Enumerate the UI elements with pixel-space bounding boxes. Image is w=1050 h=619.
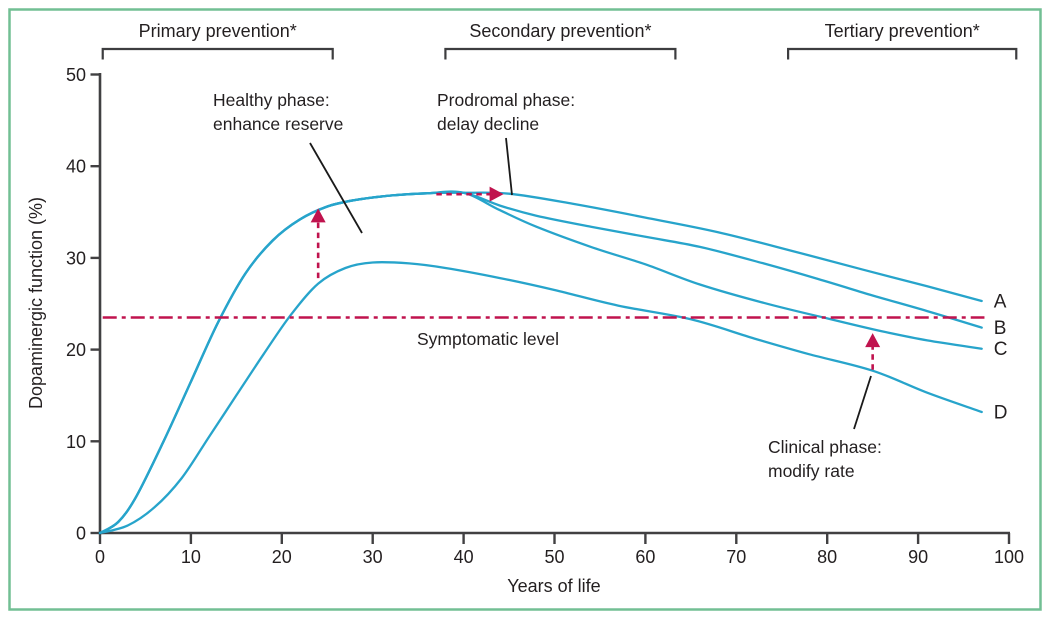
bracket-primary-prevention bbox=[101, 47, 334, 60]
x-axis-title: Years of life bbox=[507, 576, 600, 596]
annotation-healthy-phase-line1: Healthy phase: bbox=[213, 90, 330, 110]
x-tick-label: 50 bbox=[544, 547, 564, 567]
x-tick-label: 70 bbox=[726, 547, 746, 567]
annotation-pointer-healthy-phase bbox=[309, 142, 363, 234]
y-tick-label: 30 bbox=[66, 248, 86, 268]
annotation-healthy-phase-line2: enhance reserve bbox=[213, 114, 343, 134]
annotation-pointer-prodromal-phase bbox=[505, 137, 513, 196]
curve-label-A: A bbox=[994, 291, 1007, 312]
y-axis-title: Dopaminergic function (%) bbox=[26, 197, 46, 409]
x-tick-label: 20 bbox=[272, 547, 292, 567]
y-tick-label: 0 bbox=[76, 524, 86, 544]
curve-label-B: B bbox=[994, 318, 1007, 339]
curve-B bbox=[98, 190, 983, 535]
x-tick-label: 10 bbox=[181, 547, 201, 567]
y-tick-label: 10 bbox=[66, 432, 86, 452]
prodromal-phase-arrowhead bbox=[489, 186, 504, 202]
bracket-label-tertiary-prevention: Tertiary prevention* bbox=[825, 21, 980, 41]
x-tick-label: 30 bbox=[363, 547, 383, 567]
curve-C bbox=[98, 190, 983, 535]
annotation-prodromal-phase-line2: delay decline bbox=[437, 114, 539, 134]
x-tick-label: 40 bbox=[454, 547, 474, 567]
figure-border bbox=[8, 8, 1042, 611]
y-tick-label: 20 bbox=[66, 340, 86, 360]
x-tick-label: 60 bbox=[635, 547, 655, 567]
annotation-clinical-phase-line2: modify rate bbox=[768, 461, 855, 481]
x-tick-label: 100 bbox=[994, 547, 1024, 567]
healthy-phase-arrowhead bbox=[310, 208, 326, 223]
x-tick-label: 90 bbox=[908, 547, 928, 567]
clinical-phase-arrowhead bbox=[865, 333, 881, 348]
curve-label-C: C bbox=[994, 339, 1008, 360]
bracket-label-secondary-prevention: Secondary prevention* bbox=[469, 21, 651, 41]
curve-A bbox=[98, 191, 983, 535]
x-tick-label: 0 bbox=[95, 547, 105, 567]
curve-D bbox=[98, 261, 983, 535]
annotation-clinical-phase-line1: Clinical phase: bbox=[768, 437, 882, 457]
symptomatic-level-label: Symptomatic level bbox=[417, 329, 559, 349]
annotation-prodromal-phase-line1: Prodromal phase: bbox=[437, 90, 575, 110]
bracket-secondary-prevention bbox=[444, 47, 677, 60]
curve-label-D: D bbox=[994, 402, 1008, 423]
y-tick-label: 40 bbox=[66, 157, 86, 177]
bracket-tertiary-prevention bbox=[787, 47, 1018, 60]
bracket-label-primary-prevention: Primary prevention* bbox=[139, 21, 297, 41]
x-tick-label: 80 bbox=[817, 547, 837, 567]
y-tick-label: 50 bbox=[66, 65, 86, 85]
annotation-pointer-clinical-phase bbox=[853, 375, 872, 430]
